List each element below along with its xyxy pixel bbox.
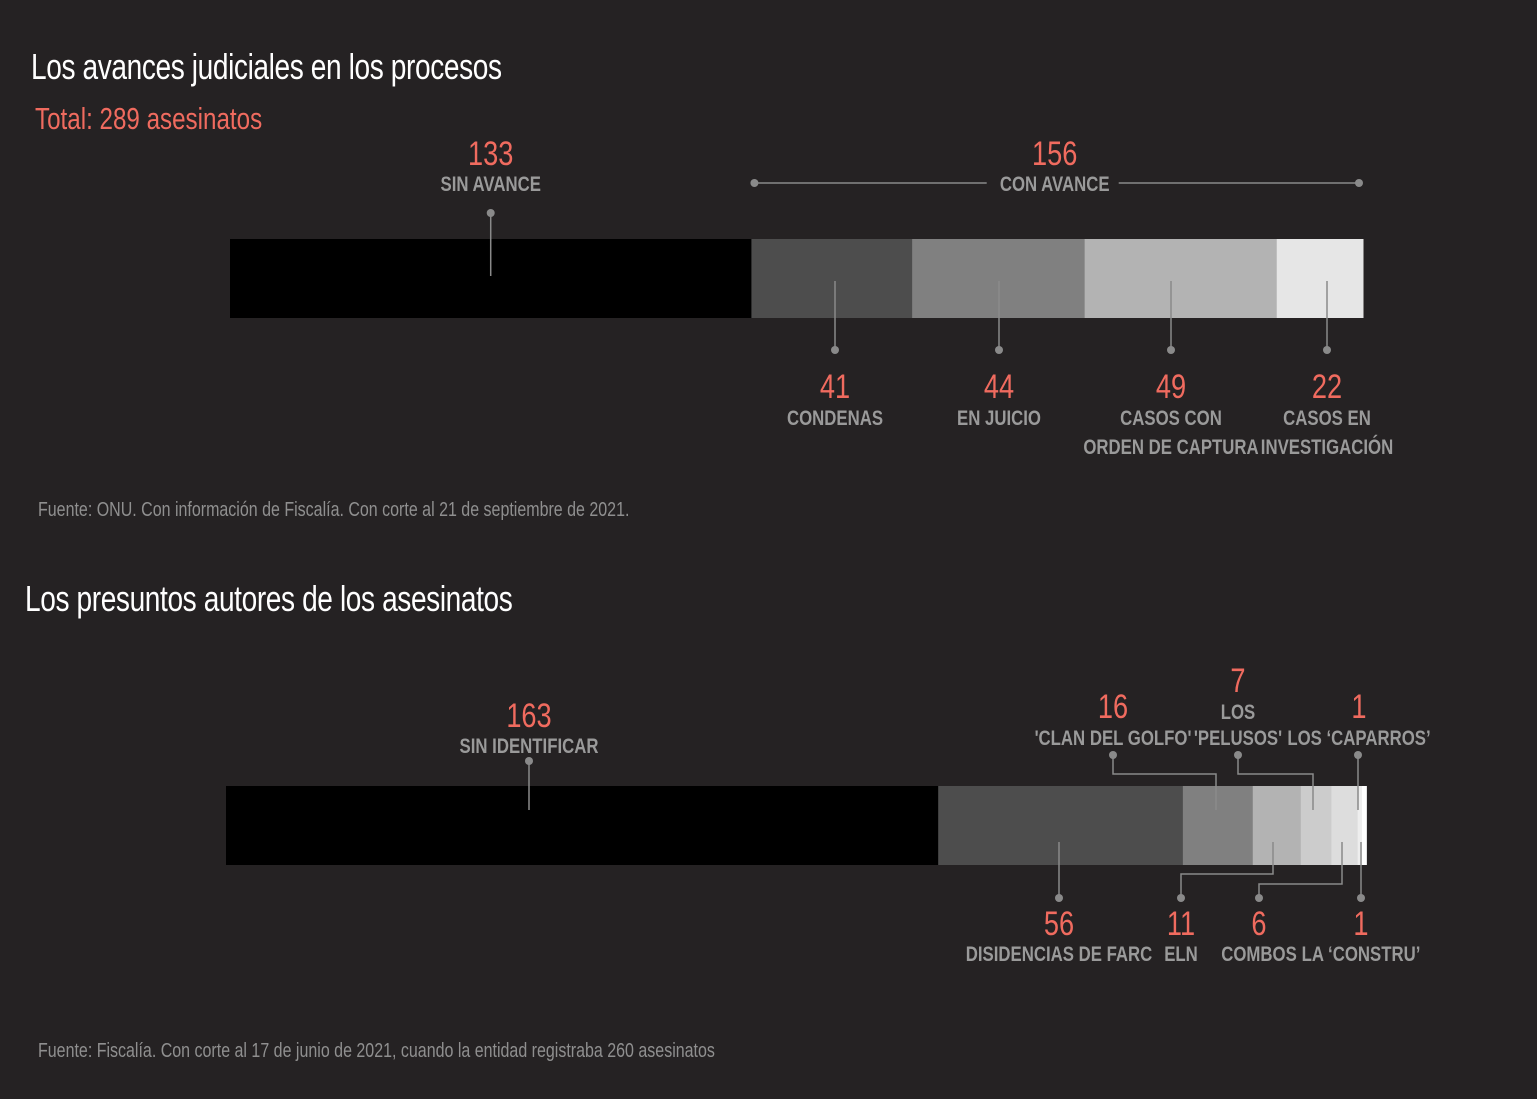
chart1-title: Los avances judiciales en los procesos <box>31 46 502 87</box>
chart2-bar-segment-4 <box>1300 786 1332 865</box>
chart2-category-label-2: 'CLAN DEL GOLFO' <box>1035 727 1192 750</box>
chart2-bar-segment-7 <box>1362 786 1367 865</box>
chart2-leader-dot-1 <box>1055 894 1063 902</box>
chart1-value-label-0: 133 <box>468 134 513 173</box>
chart2-category-label-4: LOS <box>1221 701 1256 724</box>
chart1-leader-dot-1 <box>831 346 839 354</box>
chart1-subtitle: Total: 289 asesinatos <box>35 101 263 136</box>
chart1-value-label-3: 49 <box>1156 367 1186 406</box>
chart1-category-label-3-line2: ORDEN DE CAPTURA <box>1083 436 1259 459</box>
chart1-bar-segment-3 <box>1084 239 1278 318</box>
chart1-category-label-1: CONDENAS <box>787 407 883 430</box>
chart1-category-label-3: CASOS CON <box>1120 407 1222 430</box>
chart2-leader-line-4 <box>1237 755 1314 810</box>
chart2-category-label-5: COMBOS <box>1221 943 1297 966</box>
chart1-leader-dot-4 <box>1323 346 1331 354</box>
chart1-group-label: CON AVANCE <box>1000 173 1110 196</box>
chart1-value-label-1: 41 <box>820 367 850 406</box>
chart2-leader-dot-5 <box>1255 894 1263 902</box>
chart2-bar-segment-6 <box>1357 786 1363 865</box>
chart1-bar-segment-4 <box>1276 239 1364 318</box>
chart2-value-label-5: 6 <box>1251 904 1266 943</box>
chart2-value-label-7: 1 <box>1353 904 1368 943</box>
chart1-category-label-2: EN JUICIO <box>957 407 1041 430</box>
chart1-category-label-4: CASOS EN <box>1283 407 1371 430</box>
chart2-leader-dot-3 <box>1177 894 1185 902</box>
chart2-value-label-6: 1 <box>1351 687 1366 726</box>
chart2-category-label-0: SIN IDENTIFICAR <box>460 735 599 758</box>
chart1-leader-dot-2 <box>995 346 1003 354</box>
chart1-value-label-2: 44 <box>984 367 1014 406</box>
chart2-category-label-6: LOS ‘CAPARROS’ <box>1287 727 1430 750</box>
chart2-value-label-2: 16 <box>1098 687 1128 726</box>
chart2-leader-line-3 <box>1180 842 1274 898</box>
chart2-source: Fuente: Fiscalía. Con corte al 17 de jun… <box>38 1040 715 1062</box>
chart1-leader-dot-3 <box>1167 346 1175 354</box>
chart2-leader-line-2 <box>1112 755 1217 810</box>
chart2-value-label-4: 7 <box>1230 661 1245 700</box>
chart2-bar-segment-5 <box>1331 786 1359 865</box>
chart1-category-label-0: SIN AVANCE <box>441 173 541 196</box>
chart2-leader-line-5 <box>1258 842 1343 898</box>
chart2-bar-segment-2 <box>1182 786 1254 865</box>
chart2-category-label-7: LA ‘CONSTRU’ <box>1302 943 1421 966</box>
chart1-bar-segment-1 <box>751 239 913 318</box>
chart2-category-label-3: ELN <box>1164 943 1198 966</box>
chart1-source: Fuente: ONU. Con información de Fiscalía… <box>38 499 630 521</box>
chart2-bar-segment-1 <box>938 786 1184 865</box>
chart2-value-label-0: 163 <box>506 696 551 735</box>
chart1-category-label-4-line2: INVESTIGACIÓN <box>1261 435 1393 459</box>
chart2-bar-segment-0 <box>226 786 939 865</box>
chart2-value-label-1: 56 <box>1044 904 1074 943</box>
chart2-leader-dot-7 <box>1357 894 1365 902</box>
chart1-group-value: 156 <box>1032 134 1077 173</box>
chart2-title: Los presuntos autores de los asesinatos <box>25 578 513 619</box>
chart2-category-label-4-line2: 'PELUSOS' <box>1194 727 1282 750</box>
chart2-category-label-1: DISIDENCIAS DE FARC <box>966 943 1153 966</box>
chart1-value-label-4: 22 <box>1312 367 1342 406</box>
chart2-bar-segment-3 <box>1252 786 1302 865</box>
chart2-value-label-3: 11 <box>1167 904 1195 943</box>
